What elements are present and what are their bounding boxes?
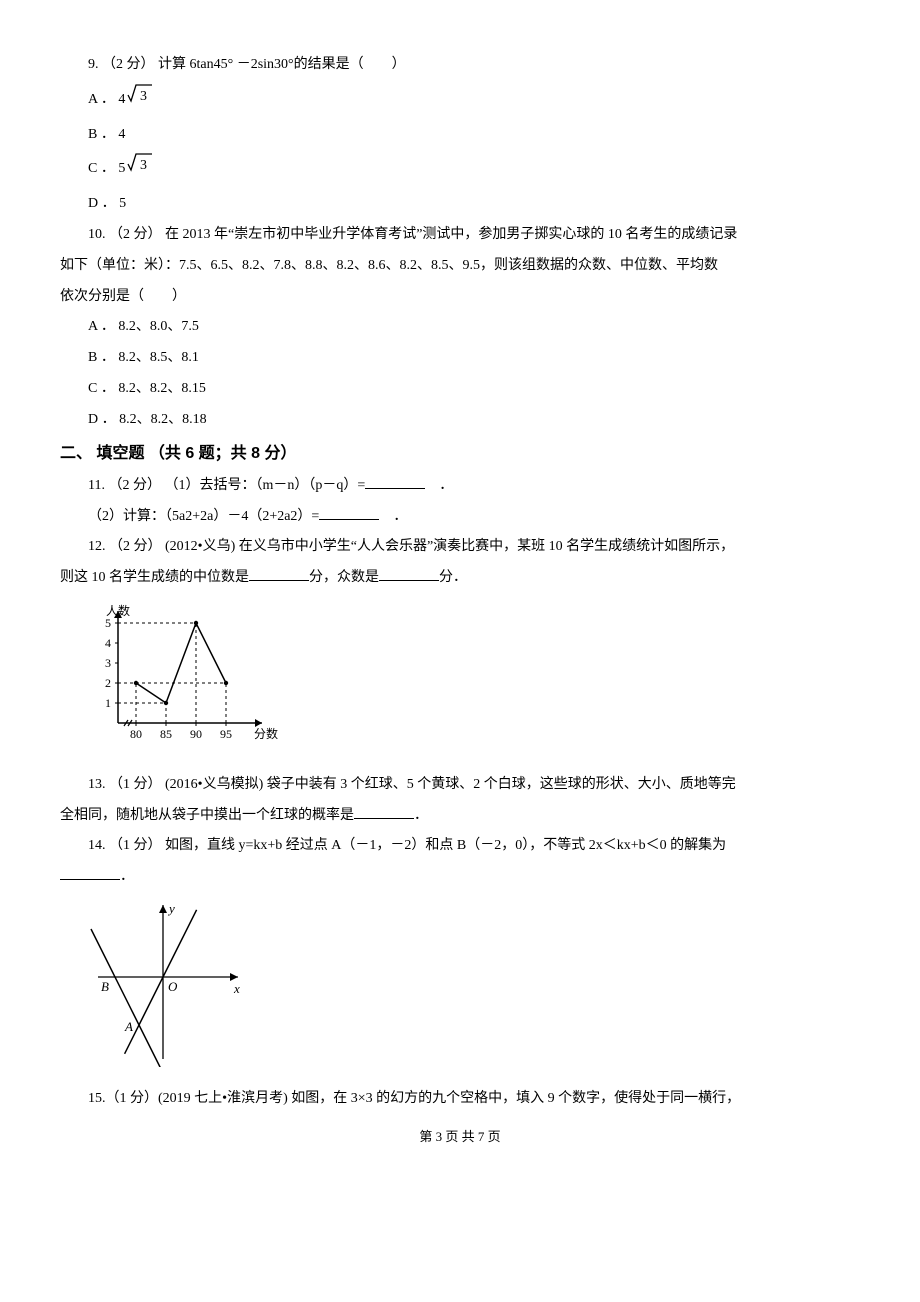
sqrt-icon: 3: [125, 81, 155, 120]
line-graph: Ox y B A: [88, 897, 248, 1067]
q11-line2-a: （2）计算：（5a2+2a）－4（2+2a2）=: [88, 509, 319, 524]
q13-line2: 全相同，随机地从袋子中摸出一个红球的概率是 ．: [60, 801, 860, 832]
svg-text:80: 80: [130, 727, 142, 741]
blank: [379, 566, 439, 581]
svg-text:O: O: [168, 979, 178, 994]
blank: [249, 566, 309, 581]
q10-line2: 如下（单位：米）：7.5、6.5、8.2、7.8、8.8、8.2、8.6、8.2…: [60, 251, 860, 282]
q9-option-c: C ． 5 3: [60, 150, 860, 189]
svg-text:3: 3: [105, 656, 111, 670]
blank: [319, 505, 379, 520]
q11-line1-a: 11. （2 分） （1）去括号：（m－n）（p－q）=: [88, 478, 365, 493]
q11-line2: （2）计算：（5a2+2a）－4（2+2a2）= ．: [60, 502, 860, 533]
q14-line2-b: ．: [120, 869, 134, 884]
q9-c-prefix: C ． 5: [88, 154, 125, 185]
q13-line2-b: ．: [414, 808, 428, 823]
svg-text:95: 95: [220, 727, 232, 741]
frequency-chart: 1 2 3 4 5 80 85 90 95 人数分数: [88, 598, 278, 753]
q12-chart: 1 2 3 4 5 80 85 90 95 人数分数: [88, 598, 860, 766]
svg-text:4: 4: [105, 636, 111, 650]
svg-text:人数: 人数: [106, 603, 130, 618]
q9-a-prefix: A ． 4: [88, 85, 125, 116]
q14-line1: 14. （1 分） 如图，直线 y=kx+b 经过点 A（－1，－2）和点 B（…: [60, 831, 860, 862]
q13-line1: 13. （1 分） (2016•义乌模拟) 袋子中装有 3 个红球、5 个黄球、…: [60, 770, 860, 801]
svg-text:90: 90: [190, 727, 202, 741]
section-2-title: 二、 填空题 （共 6 题；共 8 分）: [60, 436, 860, 471]
q10-option-b: B ． 8.2、8.5、8.1: [60, 343, 860, 374]
blank: [354, 804, 414, 819]
q10-line3: 依次分别是（ ）: [60, 282, 860, 313]
sqrt-icon: 3: [125, 150, 155, 189]
q15-line1: 15.（1 分）(2019 七上•淮滨月考) 如图，在 3×3 的幻方的九个空格…: [60, 1084, 860, 1115]
q12-line2-a: 则这 10 名学生成绩的中位数是: [60, 570, 249, 585]
q14-line2: ．: [60, 862, 860, 893]
svg-text:分数: 分数: [254, 726, 278, 741]
svg-text:1: 1: [105, 696, 111, 710]
q11-line2-b: ．: [379, 509, 407, 524]
svg-text:85: 85: [160, 727, 172, 741]
q10-option-a: A ． 8.2、8.0、7.5: [60, 312, 860, 343]
q14-chart: Ox y B A: [88, 897, 860, 1080]
svg-text:y: y: [167, 901, 175, 916]
blank: [60, 865, 120, 880]
q13-line2-a: 全相同，随机地从袋子中摸出一个红球的概率是: [60, 808, 354, 823]
q11-line1-b: ．: [425, 478, 453, 493]
q9-option-d: D ． 5: [60, 189, 860, 220]
sqrt-value: 3: [140, 89, 147, 104]
svg-text:x: x: [233, 981, 240, 996]
svg-text:A: A: [124, 1019, 133, 1034]
svg-text:B: B: [101, 979, 109, 994]
svg-text:5: 5: [105, 616, 111, 630]
q9-option-b: B ． 4: [60, 120, 860, 151]
q9-option-a: A ． 4 3: [60, 81, 860, 120]
q10-option-d: D ． 8.2、8.2、8.18: [60, 405, 860, 436]
q10-line1: 10. （2 分） 在 2013 年“崇左市初中毕业升学体育考试”测试中，参加男…: [60, 220, 860, 251]
q12-line2: 则这 10 名学生成绩的中位数是 分，众数是 分．: [60, 563, 860, 594]
q10-option-c: C ． 8.2、8.2、8.15: [60, 374, 860, 405]
blank: [365, 474, 425, 489]
q9-stem: 9. （2 分） 计算 6tan45° －2sin30°的结果是（ ）: [60, 50, 860, 81]
sqrt-value: 3: [140, 158, 147, 173]
q12-line1: 12. （2 分） (2012•义乌) 在义乌市中小学生“人人会乐器”演奏比赛中…: [60, 532, 860, 563]
q11-line1: 11. （2 分） （1）去括号：（m－n）（p－q）= ．: [60, 471, 860, 502]
q12-line2-b: 分，众数是: [309, 570, 379, 585]
page-footer: 第 3 页 共 7 页: [60, 1123, 860, 1152]
q12-line2-c: 分．: [439, 570, 467, 585]
svg-text:2: 2: [105, 676, 111, 690]
